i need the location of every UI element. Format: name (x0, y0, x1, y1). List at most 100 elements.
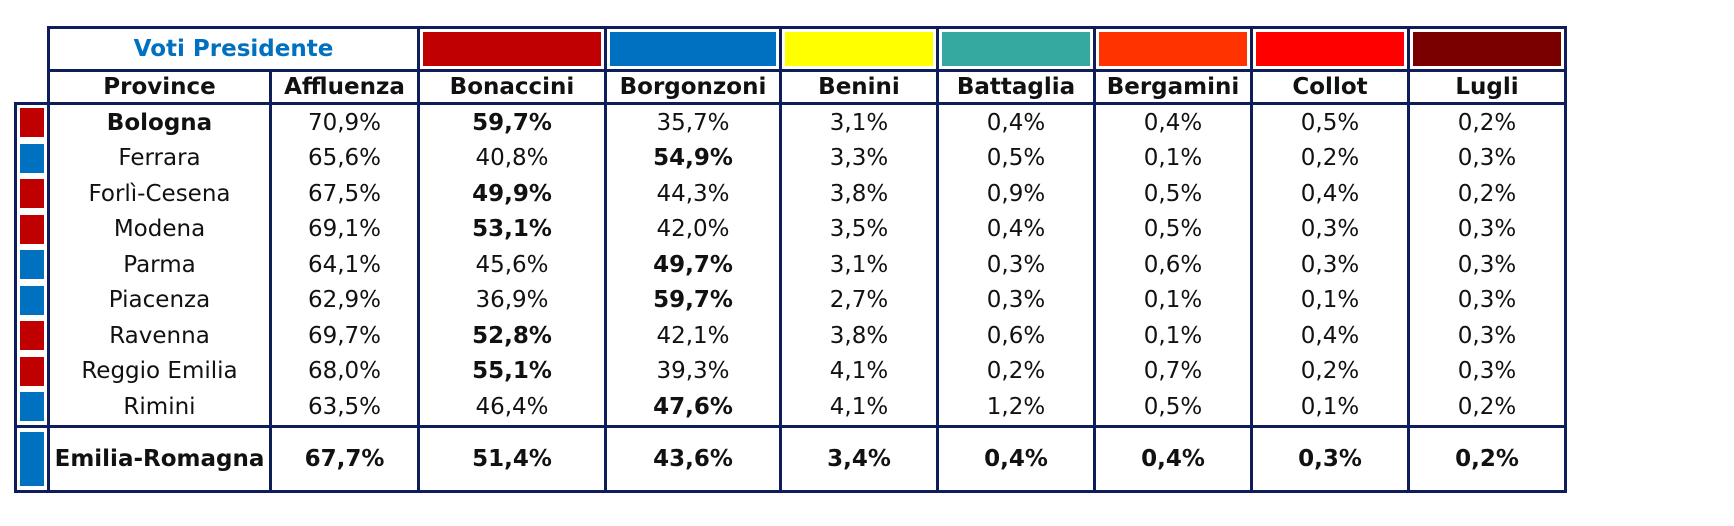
winner-color-swatch (20, 108, 44, 138)
candidate-color-bonaccini (417, 26, 607, 72)
total-cell-borgonzoni: 43,6% (604, 424, 782, 493)
cell-affluenza: 65,6% (269, 140, 420, 176)
winner-color-swatch (20, 214, 44, 244)
table-title: Voti Presidente (47, 26, 420, 72)
candidate-color-bergamini (1093, 26, 1253, 72)
table-row: Ravenna 69,7% 52,8% 42,1% 3,8% 0,6% 0,1% 0,4% 0,… (14, 318, 1567, 354)
cell-affluenza: 62,9% (269, 282, 420, 318)
winner-color-cell (14, 176, 50, 212)
table-row: Rimini 63,5% 46,4% 47,6% 4,1% 1,2% 0,5% 0,1% 0,2… (14, 389, 1567, 426)
candidate-color-borgonzoni (604, 26, 782, 72)
total-cell-bergamini: 0,4% (1093, 424, 1253, 493)
candidate-color-collot (1250, 26, 1410, 72)
cell-collot: 0,3% (1250, 247, 1410, 283)
cell-battaglia: 0,9% (936, 176, 1096, 212)
cell-bergamini: 0,1% (1093, 140, 1253, 176)
candidate-color-lugli (1407, 26, 1567, 72)
cell-collot: 0,4% (1250, 318, 1410, 354)
winner-color-swatch (20, 392, 44, 422)
winner-color-cell (14, 211, 50, 247)
cell-benini: 3,8% (779, 318, 939, 354)
corner-spacer (16, 28, 49, 71)
table-row: Ferrara 65,6% 40,8% 54,9% 3,3% 0,5% 0,1% 0,2% 0,… (14, 140, 1567, 176)
cell-borgonzoni: 54,9% (604, 140, 782, 176)
cell-lugli: 0,3% (1407, 282, 1567, 318)
candidate-color-swatch (1256, 32, 1404, 66)
cell-bonaccini: 49,9% (417, 176, 607, 212)
cell-borgonzoni: 47,6% (604, 389, 782, 426)
province-name: Forlì-Cesena (47, 176, 272, 212)
column-header-borgonzoni: Borgonzoni (604, 69, 782, 105)
winner-color-swatch (20, 285, 44, 315)
cell-bergamini: 0,7% (1093, 353, 1253, 389)
cell-battaglia: 0,5% (936, 140, 1096, 176)
cell-bonaccini: 52,8% (417, 318, 607, 354)
cell-bergamini: 0,4% (1093, 102, 1253, 141)
total-cell-benini: 3,4% (779, 424, 939, 493)
cell-borgonzoni: 39,3% (604, 353, 782, 389)
cell-collot: 0,1% (1250, 282, 1410, 318)
table-row: Reggio Emilia 68,0% 55,1% 39,3% 4,1% 0,2% 0,7%… (14, 353, 1567, 389)
table-row: Modena 69,1% 53,1% 42,0% 3,5% 0,4% 0,5% 0,3% 0,3… (14, 211, 1567, 247)
cell-lugli: 0,3% (1407, 140, 1567, 176)
cell-bonaccini: 45,6% (417, 247, 607, 283)
province-name: Rimini (47, 389, 272, 426)
province-name: Piacenza (47, 282, 272, 318)
cell-benini: 3,1% (779, 102, 939, 141)
cell-lugli: 0,2% (1407, 176, 1567, 212)
candidate-color-battaglia (936, 26, 1096, 72)
cell-collot: 0,3% (1250, 211, 1410, 247)
cell-affluenza: 68,0% (269, 353, 420, 389)
cell-lugli: 0,3% (1407, 211, 1567, 247)
cell-affluenza: 64,1% (269, 247, 420, 283)
total-row: Emilia-Romagna 67,7% 51,4% 43,6% 3,4% 0,4% 0,4… (14, 424, 1567, 493)
cell-battaglia: 0,4% (936, 102, 1096, 141)
cell-borgonzoni: 35,7% (604, 102, 782, 141)
cell-collot: 0,1% (1250, 389, 1410, 426)
column-header-lugli: Lugli (1407, 69, 1567, 105)
winner-color-swatch (20, 143, 44, 173)
winner-color-swatch (20, 321, 44, 351)
table-row: Bologna 70,9% 59,7% 35,7% 3,1% 0,4% 0,4% 0,5% 0,… (14, 102, 1567, 141)
column-header-benini: Benini (779, 69, 939, 105)
total-cell-collot: 0,3% (1250, 424, 1410, 493)
candidate-color-swatch (610, 32, 776, 66)
cell-borgonzoni: 49,7% (604, 247, 782, 283)
winner-color-swatch (20, 179, 44, 209)
cell-benini: 4,1% (779, 389, 939, 426)
winner-color-cell (14, 424, 50, 493)
cell-bergamini: 0,6% (1093, 247, 1253, 283)
color-legend-row: Voti Presidente (16, 26, 1567, 72)
cell-bergamini: 0,5% (1093, 211, 1253, 247)
winner-color-cell (14, 353, 50, 389)
cell-bergamini: 0,5% (1093, 176, 1253, 212)
cell-borgonzoni: 42,0% (604, 211, 782, 247)
cell-bergamini: 0,5% (1093, 389, 1253, 426)
cell-benini: 3,8% (779, 176, 939, 212)
cell-affluenza: 69,1% (269, 211, 420, 247)
table-row: Parma 64,1% 45,6% 49,7% 3,1% 0,3% 0,6% 0,3% 0,3% (14, 247, 1567, 283)
cell-bonaccini: 53,1% (417, 211, 607, 247)
total-region-name: Emilia-Romagna (47, 424, 272, 493)
cell-affluenza: 70,9% (269, 102, 420, 141)
cell-lugli: 0,3% (1407, 318, 1567, 354)
total-cell-affluenza: 67,7% (269, 424, 420, 493)
cell-bonaccini: 40,8% (417, 140, 607, 176)
candidate-color-swatch (1099, 32, 1247, 66)
column-header-province: Province (47, 69, 272, 105)
cell-battaglia: 0,3% (936, 282, 1096, 318)
column-header-affluenza: Affluenza (269, 69, 420, 105)
table-row: Forlì-Cesena 67,5% 49,9% 44,3% 3,8% 0,9% 0,5% 0… (14, 176, 1567, 212)
column-header-bergamini: Bergamini (1093, 69, 1253, 105)
cell-benini: 3,3% (779, 140, 939, 176)
cell-battaglia: 0,3% (936, 247, 1096, 283)
cell-collot: 0,5% (1250, 102, 1410, 141)
cell-bonaccini: 55,1% (417, 353, 607, 389)
cell-bergamini: 0,1% (1093, 282, 1253, 318)
cell-lugli: 0,3% (1407, 247, 1567, 283)
province-name: Reggio Emilia (47, 353, 272, 389)
cell-lugli: 0,2% (1407, 102, 1567, 141)
candidate-color-swatch (1413, 32, 1561, 66)
cell-battaglia: 1,2% (936, 389, 1096, 426)
cell-bonaccini: 46,4% (417, 389, 607, 426)
